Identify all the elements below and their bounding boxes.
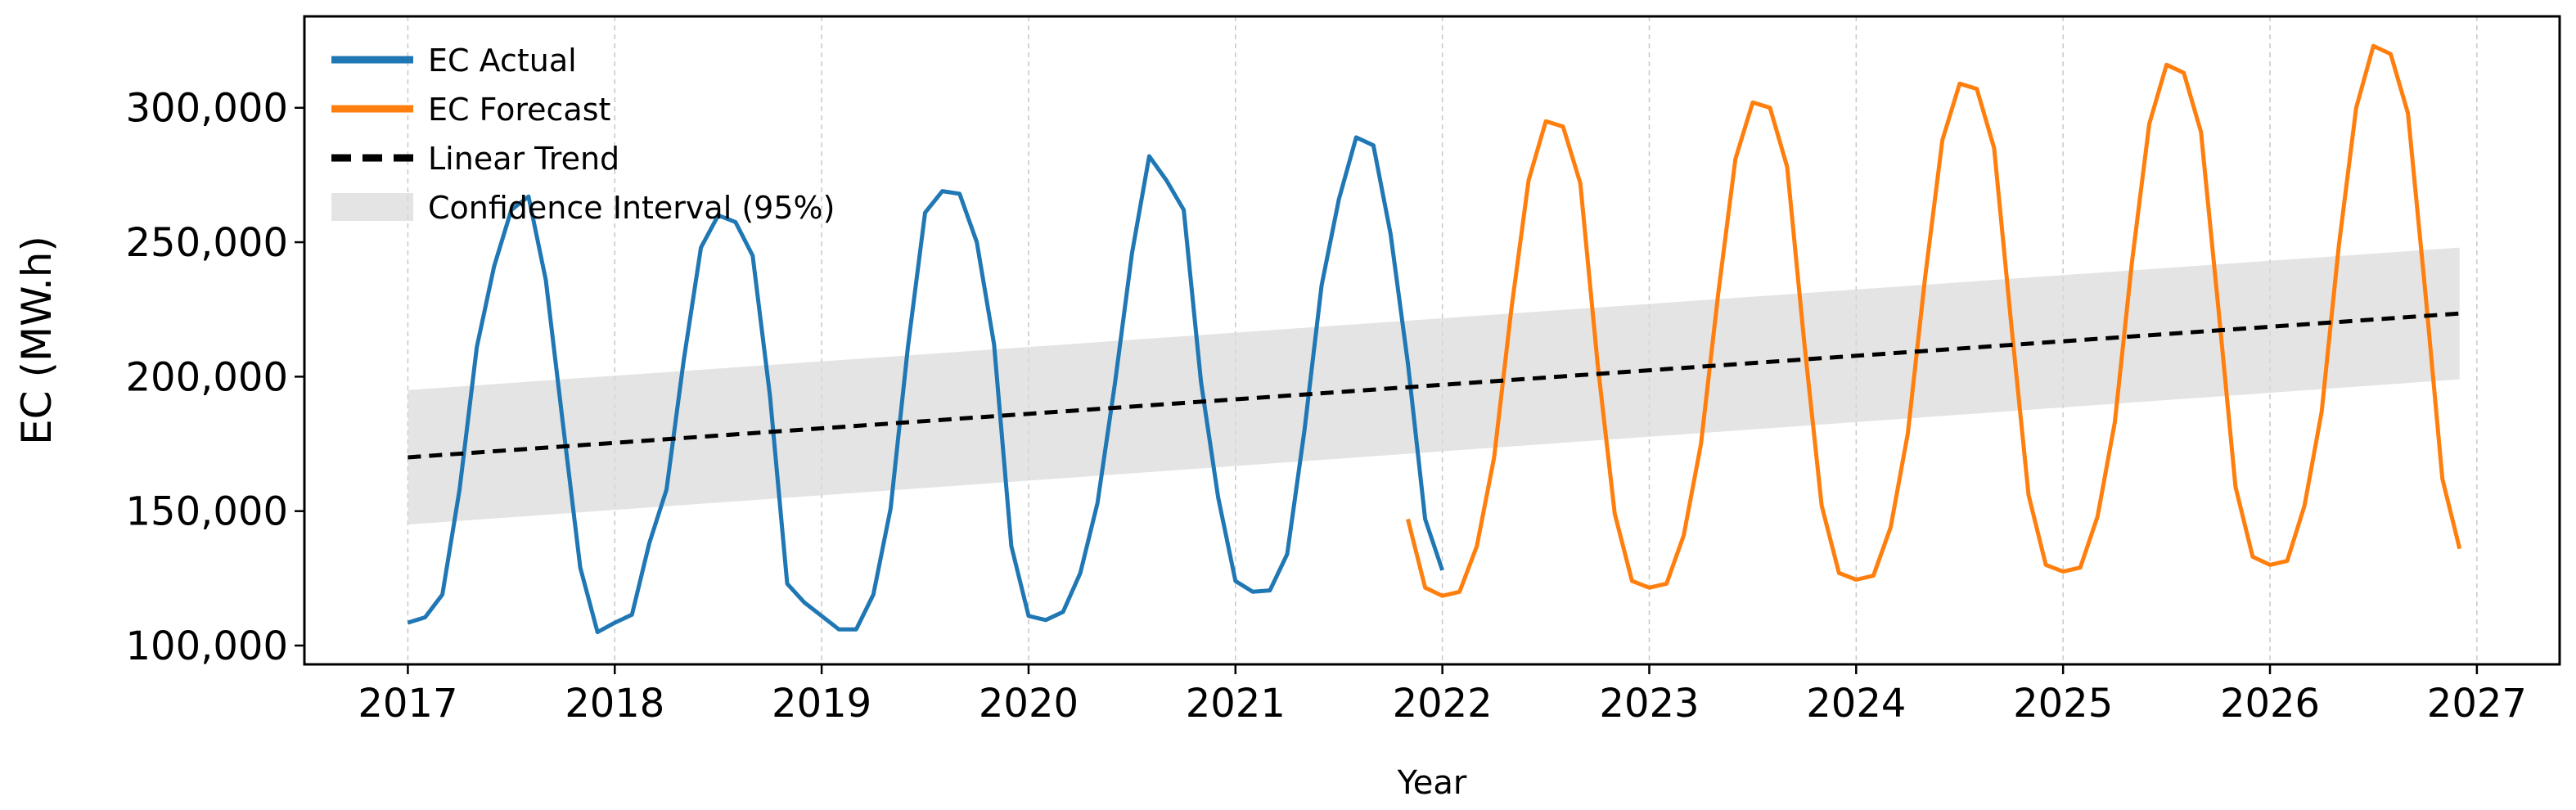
- legend-label-ci: Confidence Interval (95%): [428, 190, 835, 226]
- y-axis-label: EC (MW.h): [13, 236, 61, 445]
- plot-frame: [303, 15, 2561, 666]
- y-tick-label: 200,000: [126, 354, 289, 400]
- x-tick-label: 2027: [2427, 681, 2527, 727]
- series-line-ec-actual: [407, 135, 1444, 635]
- x-tick-label: 2019: [772, 681, 871, 727]
- legend: EC Actual EC Forecast Linear Trend Confi…: [331, 43, 835, 226]
- y-tick-label: 250,000: [126, 220, 289, 266]
- x-tick-label: 2021: [1186, 681, 1286, 727]
- legend-label-forecast: EC Forecast: [428, 92, 610, 128]
- series-line-linear-trend: [408, 311, 2460, 460]
- legend-label-trend: Linear Trend: [428, 141, 619, 177]
- y-tick-label: 100,000: [126, 623, 289, 669]
- legend-swatch-ci: [331, 193, 413, 221]
- x-tick-label: 2022: [1393, 681, 1493, 727]
- y-axis-ticks: 100,000 150,000 200,000 250,000 300,000: [126, 86, 304, 669]
- x-tick-label: 2024: [1806, 681, 1906, 727]
- x-tick-label: 2020: [979, 681, 1079, 727]
- x-tick-label: 2026: [2220, 681, 2320, 727]
- x-axis-ticks: 2017 2018 2019 2020 2021 2022 2023 2024 2025 2026…: [358, 664, 2527, 727]
- y-tick-label: 150,000: [126, 489, 289, 535]
- y-tick-label: 300,000: [126, 86, 289, 132]
- legend-label-actual: EC Actual: [428, 43, 577, 79]
- series-line-ec-forecast: [1406, 43, 2462, 598]
- x-tick-label: 2018: [565, 681, 664, 727]
- x-tick-label: 2017: [358, 681, 457, 727]
- x-tick-label: 2023: [1599, 681, 1699, 727]
- x-tick-label: 2025: [2013, 681, 2113, 727]
- series-lines: [407, 43, 2462, 635]
- x-axis-label: Year: [1397, 764, 1467, 802]
